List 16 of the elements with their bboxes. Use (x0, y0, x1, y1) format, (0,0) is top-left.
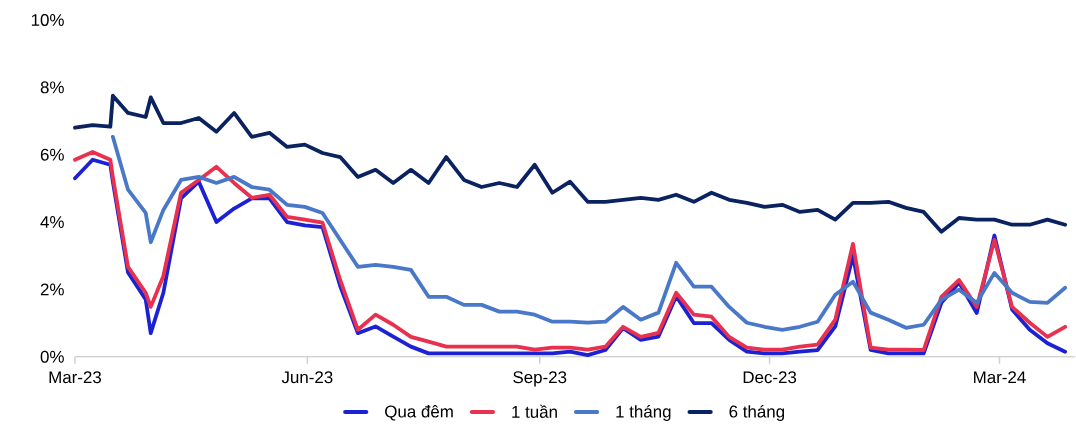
x-tick-label: Jun-23 (281, 371, 333, 384)
legend-label: 6 tháng (729, 405, 784, 422)
legend-label: 1 tuần (512, 404, 557, 419)
y-tick-label: 8% (40, 81, 64, 94)
x-tick-label: Sep-23 (513, 371, 567, 387)
y-tick-label: 4% (40, 216, 64, 229)
legend-label: 1 tháng (616, 405, 671, 422)
line-series (73, 94, 1068, 234)
x-tick-label: Dec-23 (743, 371, 797, 384)
x-tick-label: Mar-23 (49, 371, 102, 384)
legend-label: Qua đêm (385, 405, 453, 421)
y-tick-label: 0% (40, 350, 64, 363)
y-tick-label: 2% (40, 283, 64, 296)
y-tick-label: 10% (31, 14, 64, 27)
x-tick-label: Mar-24 (974, 371, 1026, 384)
y-tick-label: 6% (40, 148, 64, 161)
